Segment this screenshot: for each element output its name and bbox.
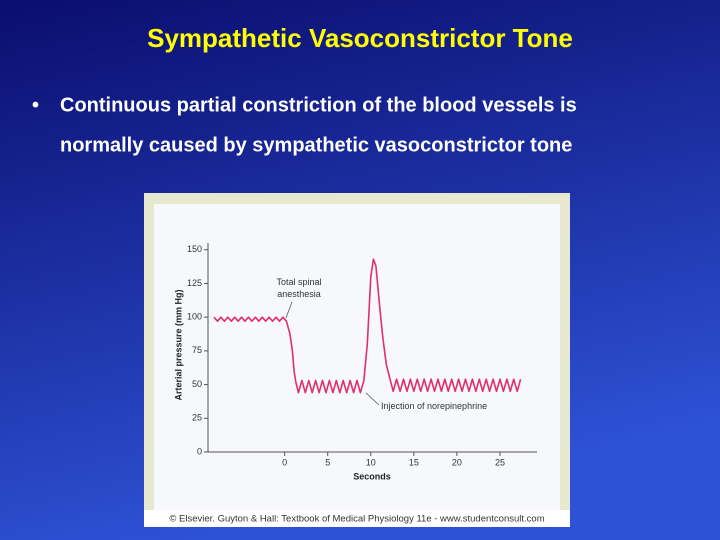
y-tick-label: 125 <box>187 278 202 288</box>
x-tick-label: 20 <box>452 457 462 467</box>
y-tick-label: 150 <box>187 244 202 254</box>
x-tick-label: 10 <box>366 457 376 467</box>
x-tick-label: 15 <box>409 457 419 467</box>
bullet-text: normally caused by sympathetic vasoconst… <box>60 134 572 156</box>
credit-strip <box>144 510 570 527</box>
y-tick-label: 75 <box>192 345 202 355</box>
annotation-leader <box>365 392 380 406</box>
x-tick-label: 0 <box>282 457 287 467</box>
x-axis-label: Seconds <box>353 471 391 481</box>
credit: © Elsevier. Guyton & Hall: Textbook of M… <box>169 514 544 525</box>
annotation-line: Injection of norepinephrine <box>381 401 487 411</box>
y-tick-label: 100 <box>187 312 202 322</box>
y-tick-label: 0 <box>197 446 202 456</box>
annotation: Injection of norepinephrine <box>381 401 487 411</box>
y-tick-label: 50 <box>192 379 202 389</box>
bullet-text: Continuous partial constriction of the b… <box>60 94 577 116</box>
annotation-leader <box>285 301 293 319</box>
figure-panel <box>154 204 560 510</box>
y-axis-label: Arterial pressure (mm Hg) <box>173 289 183 400</box>
annotation: Total spinal anesthesia <box>276 277 321 299</box>
bullet-dot: • <box>32 94 39 116</box>
annotation-line: Total spinal <box>276 277 321 287</box>
x-tick-label: 25 <box>495 457 505 467</box>
pressure-line <box>213 258 522 394</box>
y-tick-label: 25 <box>192 413 202 423</box>
chart: 0 25 50 75 100 125 150 0 5 10 15 20 25 Seconds Arteria… <box>173 243 537 481</box>
annotation-line: anesthesia <box>277 289 321 299</box>
x-tick-label: 5 <box>325 457 330 467</box>
slide-title: Sympathetic Vasoconstrictor Tone <box>147 23 573 53</box>
